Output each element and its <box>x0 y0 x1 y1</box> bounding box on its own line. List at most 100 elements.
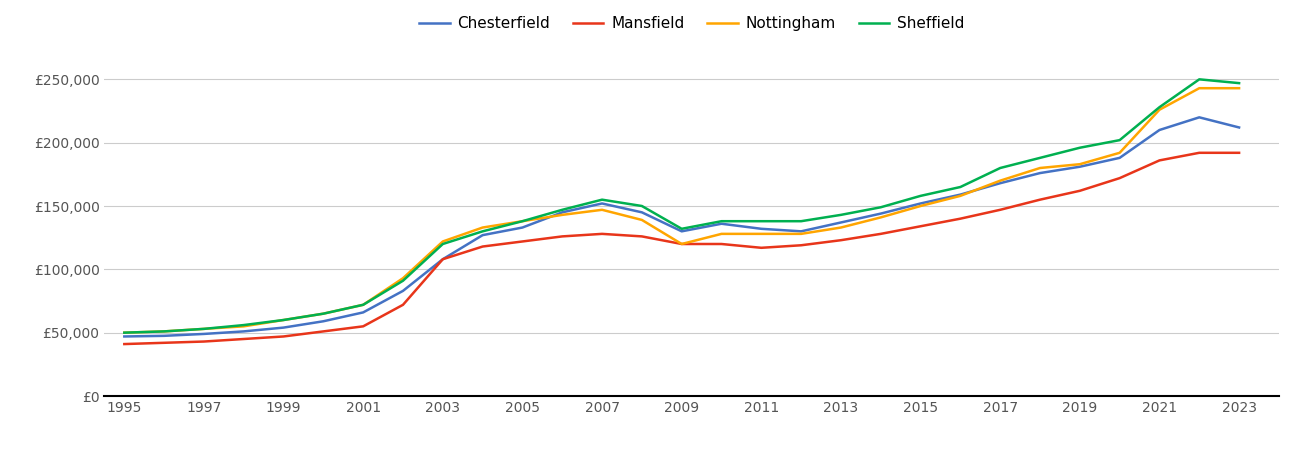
Chesterfield <box>514 225 530 230</box>
Mansfield <box>634 234 650 239</box>
Sheffield <box>1071 145 1087 150</box>
Sheffield <box>275 317 291 323</box>
Nottingham <box>1151 107 1167 112</box>
Sheffield <box>953 184 968 190</box>
Chesterfield <box>196 331 211 337</box>
Nottingham <box>833 225 848 230</box>
Sheffield <box>435 241 450 247</box>
Chesterfield <box>992 180 1007 186</box>
Line: Mansfield: Mansfield <box>124 153 1238 344</box>
Mansfield <box>157 340 172 346</box>
Mansfield <box>1032 197 1048 202</box>
Sheffield <box>1151 104 1167 110</box>
Chesterfield <box>475 233 491 238</box>
Nottingham <box>673 241 689 247</box>
Nottingham <box>1071 162 1087 167</box>
Mansfield <box>275 334 291 339</box>
Mansfield <box>873 231 889 237</box>
Mansfield <box>1151 158 1167 163</box>
Mansfield <box>514 239 530 244</box>
Sheffield <box>236 322 252 328</box>
Mansfield <box>475 244 491 249</box>
Mansfield <box>1071 188 1087 194</box>
Sheffield <box>673 226 689 231</box>
Sheffield <box>316 311 331 316</box>
Sheffield <box>1231 81 1246 86</box>
Chesterfield <box>435 256 450 262</box>
Line: Sheffield: Sheffield <box>124 79 1238 333</box>
Chesterfield <box>355 310 371 315</box>
Sheffield <box>634 203 650 209</box>
Nottingham <box>1112 150 1128 156</box>
Sheffield <box>714 219 729 224</box>
Mansfield <box>833 238 848 243</box>
Chesterfield <box>157 333 172 338</box>
Nottingham <box>873 215 889 220</box>
Nottingham <box>157 328 172 334</box>
Sheffield <box>1032 155 1048 161</box>
Mansfield <box>236 336 252 342</box>
Nottingham <box>992 178 1007 183</box>
Nottingham <box>196 326 211 332</box>
Nottingham <box>555 212 570 217</box>
Mansfield <box>992 207 1007 212</box>
Sheffield <box>116 330 132 335</box>
Sheffield <box>793 219 809 224</box>
Nottingham <box>116 330 132 335</box>
Chesterfield <box>1151 127 1167 133</box>
Nottingham <box>514 219 530 224</box>
Chesterfield <box>275 325 291 330</box>
Nottingham <box>395 275 411 281</box>
Sheffield <box>992 165 1007 171</box>
Chesterfield <box>793 229 809 234</box>
Nottingham <box>355 302 371 307</box>
Sheffield <box>833 212 848 217</box>
Nottingham <box>953 193 968 198</box>
Sheffield <box>594 197 609 202</box>
Sheffield <box>1112 137 1128 143</box>
Chesterfield <box>1112 155 1128 161</box>
Sheffield <box>873 205 889 210</box>
Mansfield <box>555 234 570 239</box>
Nottingham <box>912 203 928 209</box>
Nottingham <box>1191 86 1207 91</box>
Sheffield <box>912 193 928 198</box>
Mansfield <box>1191 150 1207 156</box>
Sheffield <box>753 219 769 224</box>
Chesterfield <box>1191 115 1207 120</box>
Chesterfield <box>753 226 769 231</box>
Mansfield <box>793 243 809 248</box>
Chesterfield <box>1071 164 1087 170</box>
Mansfield <box>714 241 729 247</box>
Sheffield <box>514 219 530 224</box>
Mansfield <box>912 224 928 229</box>
Chesterfield <box>912 201 928 206</box>
Mansfield <box>116 342 132 347</box>
Mansfield <box>594 231 609 237</box>
Mansfield <box>355 324 371 329</box>
Nottingham <box>275 317 291 323</box>
Mansfield <box>395 302 411 307</box>
Nottingham <box>594 207 609 212</box>
Chesterfield <box>316 319 331 324</box>
Chesterfield <box>953 192 968 197</box>
Nottingham <box>1231 86 1246 91</box>
Nottingham <box>236 324 252 329</box>
Mansfield <box>435 256 450 262</box>
Line: Chesterfield: Chesterfield <box>124 117 1238 337</box>
Chesterfield <box>236 328 252 334</box>
Sheffield <box>475 229 491 234</box>
Chesterfield <box>873 211 889 216</box>
Mansfield <box>1231 150 1246 156</box>
Nottingham <box>793 231 809 237</box>
Chesterfield <box>673 229 689 234</box>
Chesterfield <box>395 288 411 293</box>
Mansfield <box>316 328 331 334</box>
Sheffield <box>555 207 570 212</box>
Chesterfield <box>714 221 729 226</box>
Nottingham <box>714 231 729 237</box>
Sheffield <box>196 326 211 332</box>
Nottingham <box>316 311 331 316</box>
Nottingham <box>435 239 450 244</box>
Line: Nottingham: Nottingham <box>124 88 1238 333</box>
